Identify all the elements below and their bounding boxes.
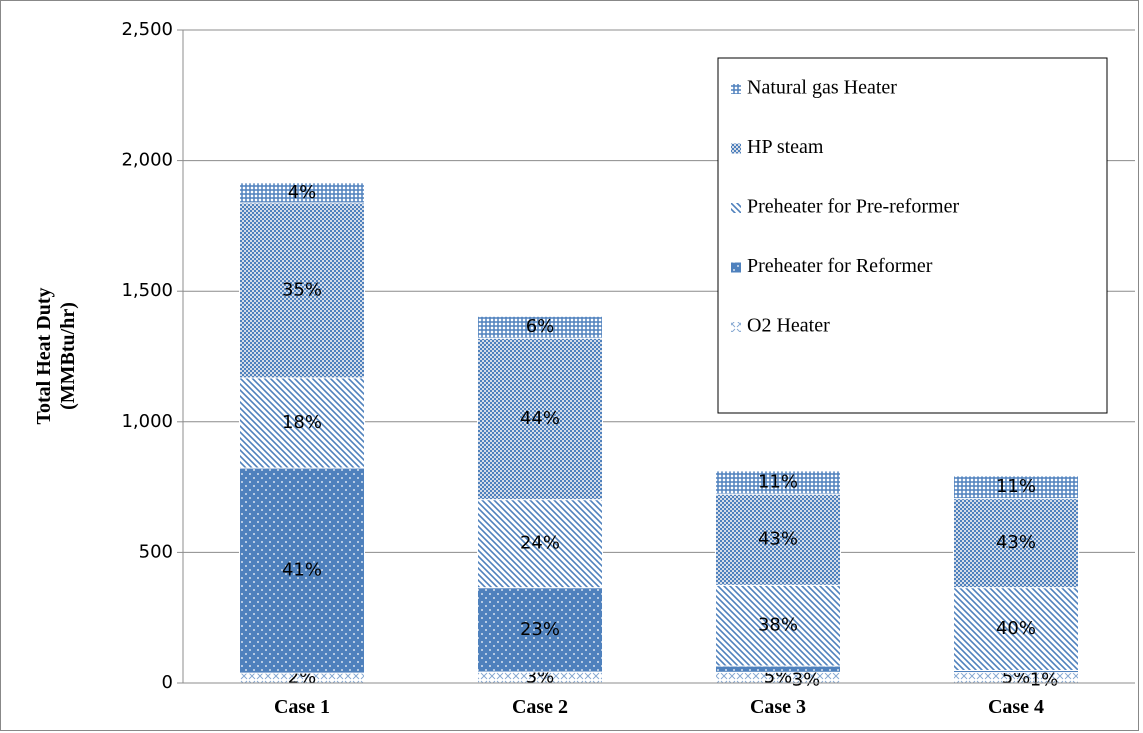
y-tick-label: 2,500 (121, 19, 173, 40)
data-label: 44% (520, 408, 560, 429)
data-label: 1% (1030, 670, 1059, 691)
bar-segment (715, 493, 841, 586)
data-label: 3% (792, 669, 821, 690)
bar-segment (477, 499, 603, 589)
legend-box (717, 57, 1108, 414)
bar-segment (953, 475, 1079, 500)
data-label: 11% (996, 476, 1036, 497)
y-axis-title: (MMBtu/hr) (57, 302, 79, 410)
bar-segment (239, 202, 365, 379)
bar-segment (477, 315, 603, 339)
legend-label: Natural gas Heater (747, 77, 897, 99)
bar-segment (477, 587, 603, 673)
data-label: 43% (758, 529, 798, 550)
bar-segment (953, 587, 1079, 671)
legend-label: O2 Heater (747, 315, 830, 337)
data-label: 40% (996, 618, 1036, 639)
legend-label: Preheater for Reformer (747, 255, 933, 277)
y-axis-title: Total Heat Duty (33, 287, 55, 424)
legend-swatch (731, 84, 741, 94)
data-label: 4% (288, 182, 317, 203)
data-label: 43% (996, 532, 1036, 553)
data-label: 18% (282, 412, 322, 433)
y-tick-label: 1,500 (121, 280, 173, 301)
y-tick-label: 2,000 (121, 150, 173, 171)
x-tick-label: Case 1 (274, 696, 330, 718)
y-tick-label: 0 (162, 672, 173, 693)
x-tick-label: Case 3 (750, 696, 806, 718)
x-tick-label: Case 4 (988, 696, 1044, 718)
bar-segment (715, 584, 841, 667)
data-label: 41% (282, 560, 322, 581)
legend-swatch (731, 203, 741, 213)
data-label: 6% (526, 316, 555, 337)
legend-label: Preheater for Pre-reformer (747, 196, 959, 218)
data-label: 38% (758, 615, 798, 636)
legend-swatch (731, 322, 741, 332)
data-label: 24% (520, 533, 560, 554)
bar-segment (715, 665, 841, 673)
bar-segment (239, 182, 365, 204)
legend-swatch (731, 143, 741, 154)
y-tick-label: 500 (139, 541, 173, 562)
bar-segment (715, 470, 841, 495)
data-label: 23% (520, 619, 560, 640)
y-tick-label: 1,000 (121, 411, 173, 432)
legend-swatch (731, 262, 741, 273)
bar-segment (953, 498, 1079, 589)
legend-label: HP steam (747, 136, 824, 158)
x-tick-label: Case 2 (512, 696, 568, 718)
data-label: 11% (758, 472, 798, 493)
data-label: 35% (282, 279, 322, 300)
bar-segment (477, 337, 603, 501)
